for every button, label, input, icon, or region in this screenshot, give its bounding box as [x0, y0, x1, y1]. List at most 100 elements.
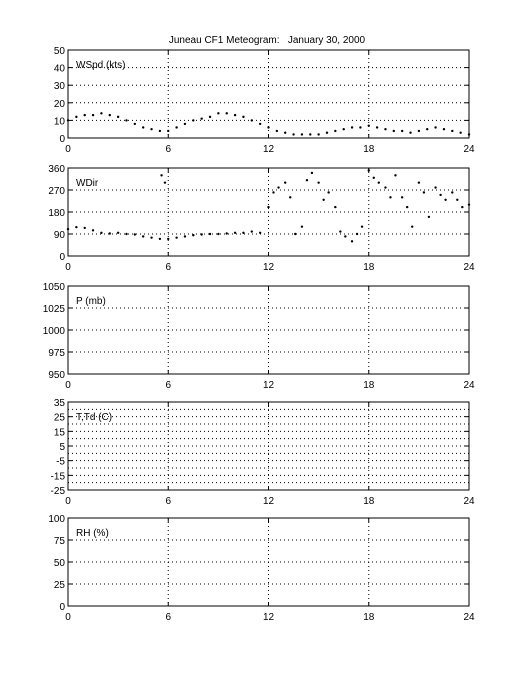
y-tick-label: 975: [48, 348, 65, 359]
y-tick-label: 950: [48, 370, 65, 381]
x-tick-label: 6: [165, 496, 171, 507]
data-point: [258, 122, 262, 126]
data-point: [250, 230, 253, 233]
data-point: [451, 129, 454, 133]
data-point: [394, 174, 397, 177]
data-point: [350, 126, 354, 129]
data-point: [242, 115, 245, 119]
data-point: [158, 129, 162, 133]
data-point: [125, 119, 128, 122]
y-tick-label: -15: [51, 471, 66, 482]
data-point: [167, 237, 170, 241]
x-tick-label: 18: [363, 612, 375, 623]
data-point: [334, 205, 337, 209]
data-point: [467, 203, 471, 206]
data-point: [83, 113, 86, 117]
data-point: [334, 129, 337, 133]
y-tick-label: 1025: [43, 304, 66, 315]
data-point: [158, 237, 162, 241]
data-point: [284, 181, 287, 184]
data-point: [233, 113, 237, 117]
data-point: [417, 181, 421, 184]
x-tick-label: 0: [65, 144, 71, 155]
chart-title: Juneau CF1 Meteogram: January 30, 2000: [169, 35, 366, 46]
data-point: [200, 233, 203, 236]
data-point: [217, 232, 220, 236]
y-tick-label: 90: [54, 230, 66, 241]
data-point: [377, 181, 380, 184]
x-tick-label: 24: [463, 144, 475, 155]
data-point: [359, 126, 362, 129]
panel-3: 0 6 12 18 24 950 975 1000 1025 1050 P (mb): [43, 282, 475, 391]
y-tick-label: 100: [48, 514, 65, 525]
data-point: [133, 122, 137, 126]
data-point: [250, 119, 253, 122]
data-point: [427, 215, 431, 219]
data-point: [300, 133, 304, 136]
panel-5: 0 6 12 18 24 0 25 50 75 100 RH (%): [48, 514, 475, 623]
data-point: [116, 115, 120, 119]
data-point: [375, 126, 379, 129]
data-point: [339, 230, 342, 233]
data-point: [183, 235, 187, 238]
data-point: [141, 235, 145, 238]
data-point: [322, 198, 325, 201]
panel-label: WDir: [76, 178, 99, 189]
data-point: [277, 186, 280, 189]
data-point: [400, 129, 404, 133]
data-point: [208, 232, 212, 236]
data-point: [175, 126, 178, 129]
x-tick-label: 24: [463, 496, 475, 507]
x-tick-label: 12: [263, 144, 275, 155]
data-point: [426, 128, 429, 131]
x-tick-label: 6: [165, 380, 171, 391]
data-point: [108, 113, 111, 117]
data-point: [91, 229, 95, 232]
data-point: [350, 240, 354, 243]
panel-4: 0 6 12 18 24 -25 -15 -5 5 15 25 35 T,Td (C): [51, 398, 475, 507]
data-point: [344, 235, 347, 238]
data-point: [133, 233, 137, 236]
data-point: [100, 231, 103, 234]
data-point: [267, 126, 270, 129]
data-point: [442, 128, 446, 131]
y-tick-label: 15: [54, 427, 66, 438]
data-point: [410, 225, 414, 228]
data-point: [367, 124, 370, 127]
x-tick-label: 18: [363, 380, 375, 391]
data-point: [434, 186, 437, 189]
data-point: [100, 112, 103, 115]
x-tick-label: 24: [463, 262, 475, 273]
data-point: [434, 126, 437, 129]
x-tick-label: 18: [363, 496, 375, 507]
y-tick-label: 25: [54, 580, 66, 591]
data-point: [272, 191, 275, 194]
data-point: [389, 196, 392, 199]
y-tick-label: 10: [54, 116, 66, 127]
data-point: [208, 115, 212, 119]
data-point: [108, 232, 111, 235]
x-tick-label: 12: [263, 380, 275, 391]
data-point: [409, 131, 412, 134]
x-tick-label: 18: [363, 262, 375, 273]
data-point: [467, 133, 471, 136]
data-point: [175, 236, 178, 239]
data-point: [163, 181, 167, 184]
data-point: [183, 122, 187, 126]
data-point: [284, 131, 287, 134]
y-tick-label: 0: [59, 252, 65, 263]
data-point: [75, 115, 78, 119]
x-tick-label: 12: [263, 612, 275, 623]
data-point: [275, 129, 279, 133]
y-tick-label: 0: [59, 602, 65, 613]
panel-label: T,Td (C): [76, 412, 112, 423]
y-tick-label: 30: [54, 81, 66, 92]
data-point: [400, 196, 404, 199]
data-point: [150, 236, 153, 239]
data-point: [160, 174, 163, 177]
data-point: [372, 176, 375, 179]
data-point: [439, 193, 442, 197]
data-point: [83, 226, 86, 230]
